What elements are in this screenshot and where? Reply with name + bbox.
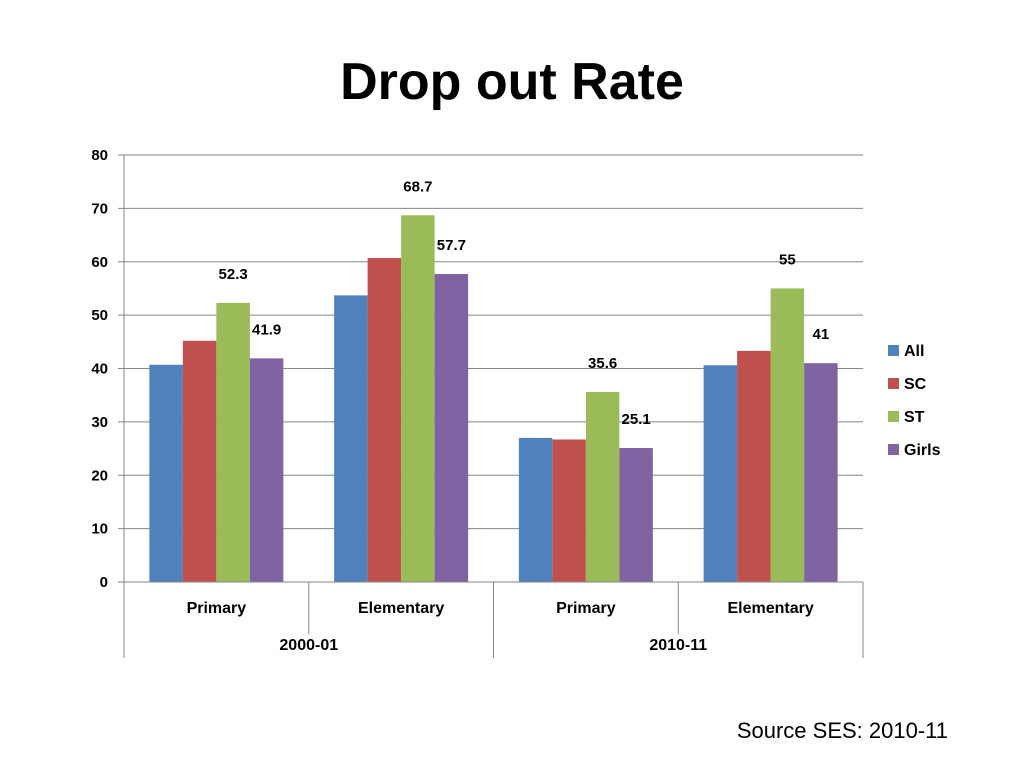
source-note: Source SES: 2010-11 (736, 718, 948, 743)
bar (703, 365, 738, 582)
y-tick-label: 30 (91, 414, 108, 431)
bar (149, 364, 183, 582)
data-label: 41.9 (252, 321, 281, 338)
bar (585, 391, 620, 582)
bars (149, 215, 838, 582)
bar (552, 439, 586, 582)
x-group-label: 2000-01 (279, 637, 338, 654)
legend: All SC ST Girls (888, 343, 941, 459)
bar (249, 358, 284, 582)
bar (367, 258, 402, 582)
y-tick-label: 80 (91, 147, 108, 164)
legend-label: All (904, 343, 924, 360)
y-tick-label: 50 (91, 307, 108, 324)
bar (804, 363, 838, 582)
legend-swatch (888, 444, 899, 455)
bar (434, 274, 469, 582)
bar (518, 437, 553, 582)
data-labels: 52.3 41.9 68.7 57.7 35.6 25.1 55 41 (219, 178, 830, 428)
x-category-label: Elementary (727, 600, 813, 617)
legend-swatch (888, 378, 899, 389)
y-tick-label: 10 (91, 521, 108, 538)
data-label: 57.7 (437, 237, 466, 254)
data-label: 55 (779, 251, 796, 268)
data-label: 25.1 (622, 411, 651, 428)
x-category-label: Primary (187, 600, 247, 617)
bar (334, 295, 368, 582)
legend-swatch (888, 345, 899, 356)
y-tick-label: 60 (91, 254, 108, 271)
axes: 0 10 20 30 40 50 60 70 80 Primary Elementary Primar… (91, 147, 864, 658)
legend-label: Girls (904, 442, 941, 459)
y-tick-label: 0 (100, 574, 108, 591)
data-label: 52.3 (219, 266, 248, 283)
bar (401, 215, 435, 582)
x-category-label: Elementary (358, 600, 444, 617)
x-category-label: Primary (556, 600, 616, 617)
data-label: 35.6 (588, 355, 617, 372)
bar (737, 350, 771, 582)
x-group-label: 2010-11 (649, 637, 707, 654)
y-tick-label: 70 (91, 200, 108, 217)
legend-swatch (888, 411, 899, 422)
y-tick-label: 20 (91, 467, 108, 484)
bar (182, 340, 217, 582)
legend-label: SC (904, 376, 927, 393)
bar (216, 302, 250, 582)
legend-label: ST (904, 409, 925, 426)
bar (619, 448, 653, 582)
data-label: 68.7 (403, 178, 432, 195)
bar (770, 288, 805, 582)
slide-title: Drop out Rate (340, 53, 684, 111)
data-label: 41 (813, 326, 830, 343)
y-tick-label: 40 (91, 361, 108, 378)
